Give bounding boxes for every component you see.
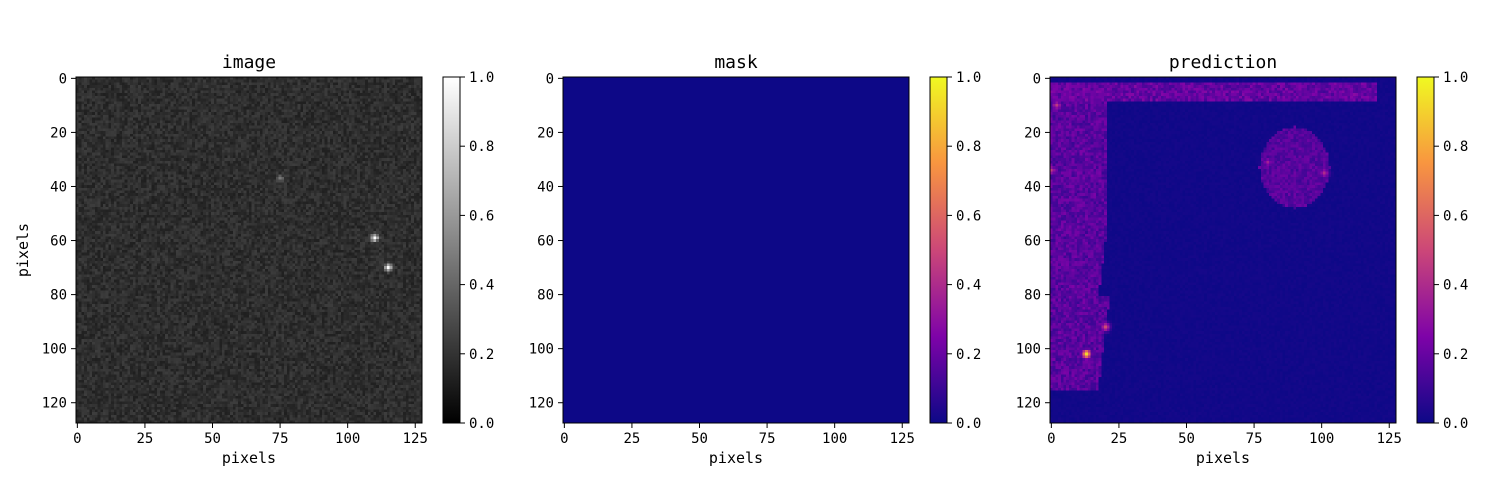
x-tick-label: 100 <box>822 431 847 447</box>
colorbar-tick-label: 0.6 <box>1443 208 1468 224</box>
colorbar-tick-label: 0.0 <box>956 416 981 432</box>
x-tick-label: 75 <box>759 431 776 447</box>
y-tick-label: 40 <box>537 179 554 195</box>
colorbar-tick-label: 0.8 <box>469 139 494 155</box>
panel-image: 0 25 50 75 100 125 0 20 40 60 80 100 120 image pixels p… <box>14 52 494 467</box>
y-tick-label: 60 <box>1024 234 1041 250</box>
chart-title: mask <box>714 52 758 73</box>
y-tick-label: 40 <box>50 179 67 195</box>
y-tick-label: 0 <box>1033 71 1041 87</box>
x-tick-label: 25 <box>137 431 154 447</box>
x-tick-label: 0 <box>1047 431 1055 447</box>
y-tick-label: 120 <box>529 396 554 412</box>
y-axis-label: pixels <box>14 223 32 277</box>
axes-frame <box>75 76 423 424</box>
y-tick-label: 60 <box>50 234 67 250</box>
panel-mask: 0 25 50 75 100 125 0 20 40 60 80 100 120 mask pixels 0.… <box>529 52 982 467</box>
x-tick-label: 100 <box>1309 431 1334 447</box>
y-tick-label: 120 <box>42 396 67 412</box>
colorbar-tick-label: 0.4 <box>956 278 981 294</box>
heatmap-prediction <box>1050 77 1396 423</box>
axes-frame <box>562 76 910 424</box>
y-tick-label: 20 <box>537 125 554 141</box>
colorbar-tick-label: 0.8 <box>1443 139 1468 155</box>
heatmap-mask <box>563 77 909 423</box>
x-axis-label: pixels <box>1196 449 1250 467</box>
colorbar-tick-label: 0.2 <box>956 347 981 363</box>
colorbar-tick-label: 0.8 <box>956 139 981 155</box>
y-tick-label: 100 <box>1016 342 1041 358</box>
x-tick-label: 125 <box>890 431 915 447</box>
x-tick-label: 50 <box>691 431 708 447</box>
colorbar <box>442 76 461 424</box>
y-tick-label: 120 <box>1016 396 1041 412</box>
y-tick-label: 40 <box>1024 179 1041 195</box>
chart-title: image <box>222 52 276 73</box>
y-tick-label: 80 <box>1024 288 1041 304</box>
panel-prediction: 0 25 50 75 100 125 0 20 40 60 80 100 120 prediction pi… <box>1016 52 1469 467</box>
x-tick-label: 25 <box>1111 431 1128 447</box>
x-tick-label: 50 <box>1178 431 1195 447</box>
axes-frame <box>1049 76 1397 424</box>
colorbar-tick-label: 1.0 <box>956 70 981 86</box>
y-tick-label: 0 <box>59 71 67 87</box>
colorbar <box>929 76 948 424</box>
colorbar-tick-label: 0.4 <box>469 278 494 294</box>
colorbar-tick-label: 1.0 <box>469 70 494 86</box>
x-axis-label: pixels <box>709 449 763 467</box>
y-tick-label: 20 <box>1024 125 1041 141</box>
chart-title: prediction <box>1169 52 1277 73</box>
x-tick-label: 0 <box>73 431 81 447</box>
colorbar-tick-label: 0.0 <box>1443 416 1468 432</box>
colorbar-tick-label: 0.2 <box>469 347 494 363</box>
y-tick-label: 100 <box>42 342 67 358</box>
colorbar-tick-label: 0.4 <box>1443 278 1468 294</box>
x-tick-label: 0 <box>560 431 568 447</box>
colorbar-tick-label: 0.2 <box>1443 347 1468 363</box>
y-tick-label: 60 <box>537 234 554 250</box>
x-tick-label: 100 <box>335 431 360 447</box>
x-tick-label: 125 <box>1377 431 1402 447</box>
x-tick-label: 125 <box>403 431 428 447</box>
x-tick-label: 50 <box>204 431 221 447</box>
y-tick-label: 80 <box>50 288 67 304</box>
colorbar-tick-label: 0.6 <box>469 208 494 224</box>
x-axis-label: pixels <box>222 449 276 467</box>
colorbar-tick-label: 1.0 <box>1443 70 1468 86</box>
colorbar-tick-label: 0.6 <box>956 208 981 224</box>
colorbar-tick-label: 0.0 <box>469 416 494 432</box>
y-tick-label: 0 <box>546 71 554 87</box>
y-tick-label: 100 <box>529 342 554 358</box>
x-tick-label: 25 <box>624 431 641 447</box>
x-tick-label: 75 <box>1246 431 1263 447</box>
y-tick-label: 80 <box>537 288 554 304</box>
colorbar <box>1416 76 1435 424</box>
x-tick-label: 75 <box>272 431 289 447</box>
heatmap-image <box>76 77 422 423</box>
y-tick-label: 20 <box>50 125 67 141</box>
